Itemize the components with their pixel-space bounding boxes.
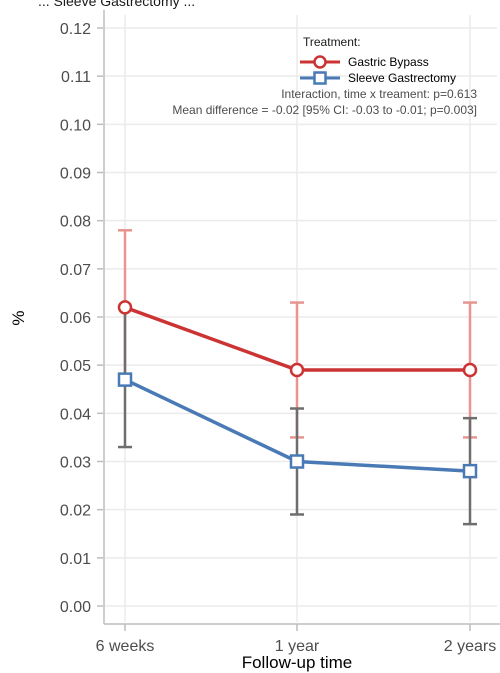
y-tick-label: 0.06	[60, 310, 91, 327]
x-tick-label: 1 year	[275, 638, 320, 655]
y-tick-label: 0.01	[60, 551, 91, 568]
x-axis-title: Follow-up time	[242, 653, 353, 672]
y-tick-label: 0.04	[60, 406, 91, 423]
legend-marker-gastric-bypass	[313, 55, 327, 69]
point-gastric-bypass	[289, 362, 305, 378]
y-tick-label: 0.07	[60, 262, 91, 279]
legend-marker-sleeve-gastrectomy	[313, 71, 327, 85]
y-tick-label: 0.03	[60, 455, 91, 472]
legend-label-sleeve-gastrectomy: Sleeve Gastrectomy	[348, 71, 456, 85]
legend: Treatment: Gastric Bypass Sleeve Gastrect…	[300, 35, 456, 85]
annotation-mean-difference: Mean difference = -0.02 [95% CI: -0.03 t…	[172, 103, 477, 117]
y-tick-label: 0.02	[60, 503, 91, 520]
y-tick-label: 0.09	[60, 166, 91, 183]
point-gastric-bypass	[462, 362, 478, 378]
point-sleeve-gastrectomy	[462, 463, 478, 479]
chart-header-fragment: ... Sleeve Gastrectomy ...	[38, 0, 195, 9]
point-gastric-bypass	[117, 300, 133, 315]
y-tick-label: 0.10	[60, 117, 91, 134]
y-tick-label: 0.11	[61, 69, 91, 86]
y-tick-label: 0.00	[60, 599, 91, 616]
legend-item-sleeve-gastrectomy: Sleeve Gastrectomy	[300, 71, 456, 85]
annotation-interaction: Interaction, time x treament: p=0.613	[281, 87, 477, 101]
point-sleeve-gastrectomy	[289, 454, 305, 469]
axes: 0.00 0.01 0.02 0.03 0.04 0.05 0.06 0.07 0.08 0.09…	[60, 10, 500, 655]
legend-label-gastric-bypass: Gastric Bypass	[348, 55, 429, 69]
y-tick-label: 0.08	[60, 214, 91, 231]
point-sleeve-gastrectomy	[117, 372, 133, 387]
x-tick-label: 6 weeks	[96, 638, 155, 655]
y-tick-label: 0.12	[60, 21, 91, 38]
y-axis-title: %	[9, 310, 28, 325]
y-tick-label: 0.05	[60, 358, 91, 375]
legend-item-gastric-bypass: Gastric Bypass	[300, 55, 429, 69]
series-markers	[117, 300, 478, 479]
legend-title: Treatment:	[303, 35, 361, 49]
x-tick-label: 2 years	[444, 638, 496, 655]
